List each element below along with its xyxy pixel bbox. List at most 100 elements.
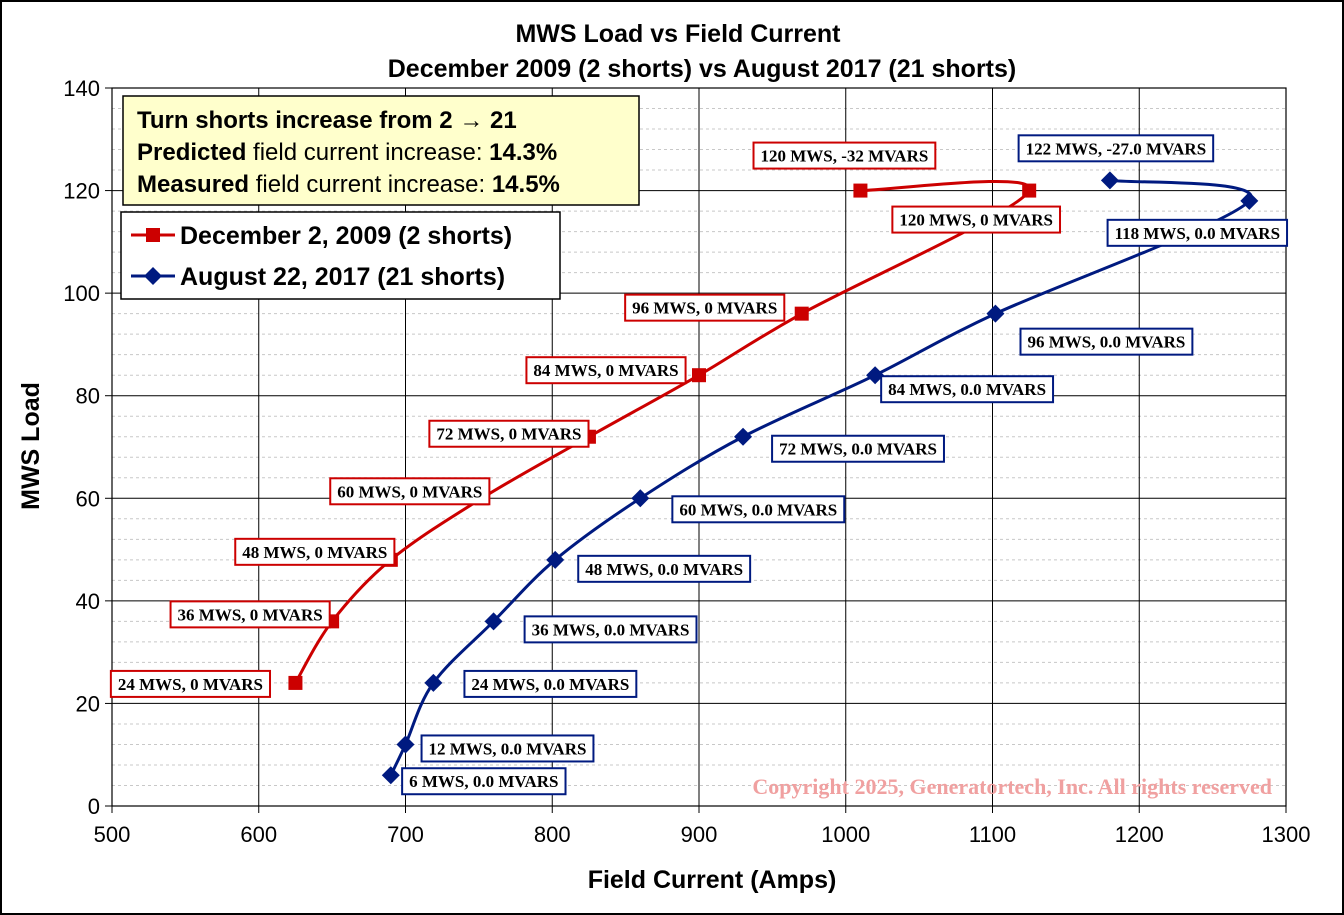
- annotation-predicted-text: field current increase:: [246, 139, 489, 166]
- annotation-measured-label: Measured: [137, 171, 249, 198]
- data-label-text: 12 MWS, 0.0 MVARS: [429, 739, 587, 758]
- x-tick-label: 900: [681, 822, 718, 847]
- annotation-line-1: Turn shorts increase from 2 → 21: [137, 107, 517, 134]
- data-label-text: 60 MWS, 0.0 MVARS: [679, 500, 837, 519]
- data-label-text: 120 MWS, 0 MVARS: [899, 211, 1053, 230]
- data-label: 24 MWS, 0.0 MVARS: [463, 669, 638, 698]
- x-tick-label: 800: [534, 822, 571, 847]
- legend-square-marker: [146, 228, 160, 242]
- x-tick-label: 600: [240, 822, 277, 847]
- data-label-box: [1019, 327, 1194, 356]
- data-label: 72 MWS, 0 MVARS: [428, 419, 590, 448]
- data-label-box: [525, 356, 687, 385]
- legend-diamond-marker: [144, 267, 162, 285]
- data-label: 84 MWS, 0 MVARS: [525, 356, 687, 385]
- y-tick-label: 60: [76, 486, 100, 511]
- data-label: 36 MWS, 0.0 MVARS: [523, 615, 698, 644]
- annotation-line-3: Measured field current increase: 14.5%: [137, 171, 560, 198]
- data-label-text: 84 MWS, 0 MVARS: [533, 361, 678, 380]
- data-point-square: [288, 675, 303, 690]
- copyright-watermark: Copyright 2025, Generatortech, Inc. All …: [752, 774, 1272, 799]
- data-label-box: [624, 293, 786, 322]
- data-label-box: [891, 205, 1062, 234]
- data-label-text: 96 MWS, 0.0 MVARS: [1027, 333, 1185, 352]
- data-label-box: [420, 734, 595, 763]
- data-point-diamond: [631, 489, 650, 508]
- annotation-measured-text: field current increase:: [249, 171, 492, 198]
- axis-ticks: 500 600 700 800 900 1000 1100 1200 1300 0 20 40 60 80…: [63, 76, 1310, 847]
- x-tick-label: 1100: [969, 822, 1016, 847]
- x-tick-label: 700: [387, 822, 424, 847]
- data-label-box: [880, 375, 1055, 404]
- data-label: 120 MWS, -32 MVARS: [752, 141, 937, 170]
- data-label-text: 24 MWS, 0.0 MVARS: [471, 675, 629, 694]
- data-label-box: [428, 419, 590, 448]
- x-tick-label: 1200: [1115, 822, 1164, 847]
- data-point-diamond: [986, 304, 1005, 323]
- y-tick-label: 100: [63, 281, 100, 306]
- annotation-box: Turn shorts increase from 2 → 21 Predict…: [122, 95, 640, 206]
- legend-box: [120, 211, 561, 300]
- data-point-diamond: [866, 366, 885, 385]
- data-label-text: 72 MWS, 0.0 MVARS: [779, 440, 937, 459]
- data-label: 84 MWS, 0.0 MVARS: [880, 375, 1055, 404]
- data-label-text: 36 MWS, 0 MVARS: [178, 605, 323, 624]
- y-tick-label: 40: [76, 589, 100, 614]
- data-label: 118 MWS, 0.0 MVARS: [1106, 218, 1289, 247]
- legend: December 2, 2009 (2 shorts) August 22, 2…: [120, 211, 561, 300]
- data-label: 120 MWS, 0 MVARS: [891, 205, 1062, 234]
- data-label-box: [577, 554, 752, 583]
- data-label: 60 MWS, 0 MVARS: [329, 477, 491, 506]
- data-point-square: [794, 306, 809, 321]
- y-tick-label: 120: [63, 179, 100, 204]
- x-tick-label: 1300: [1262, 822, 1311, 847]
- data-labels: 24 MWS, 0 MVARS 36 MWS, 0 MVARS 48 MWS, 0 …: [109, 134, 1289, 796]
- data-label: 96 MWS, 0 MVARS: [624, 293, 786, 322]
- data-label-box: [1106, 218, 1289, 247]
- annotation-predicted-value: 14.3%: [489, 139, 557, 166]
- data-label-text: 24 MWS, 0 MVARS: [118, 675, 263, 694]
- data-label: 72 MWS, 0.0 MVARS: [771, 434, 945, 463]
- data-label-box: [771, 434, 945, 463]
- data-label: 48 MWS, 0.0 MVARS: [577, 554, 752, 583]
- y-tick-label: 140: [63, 76, 100, 101]
- chart-subtitle: December 2009 (2 shorts) vs August 2017 …: [388, 55, 1017, 83]
- data-label-text: 120 MWS, -32 MVARS: [761, 147, 929, 166]
- annotation-measured-value: 14.5%: [492, 171, 560, 198]
- data-label-box: [329, 477, 491, 506]
- legend-label-dec2009: December 2, 2009 (2 shorts): [180, 222, 512, 250]
- data-label-text: 48 MWS, 0 MVARS: [242, 543, 387, 562]
- data-point-diamond: [734, 427, 753, 446]
- data-point-diamond: [1100, 171, 1119, 190]
- data-label-box: [1017, 134, 1215, 163]
- x-tick-label: 1000: [821, 822, 870, 847]
- data-label: 96 MWS, 0.0 MVARS: [1019, 327, 1194, 356]
- data-label-box: [671, 495, 846, 524]
- data-point-square: [853, 183, 868, 198]
- data-label-box: [523, 615, 698, 644]
- data-label: 48 MWS, 0 MVARS: [234, 537, 396, 566]
- data-point-diamond: [424, 673, 443, 692]
- data-label-text: 6 MWS, 0.0 MVARS: [409, 772, 558, 791]
- data-label: 12 MWS, 0.0 MVARS: [420, 734, 595, 763]
- data-point-square: [1022, 183, 1037, 198]
- data-label: 60 MWS, 0.0 MVARS: [671, 495, 846, 524]
- data-label-box: [169, 600, 331, 629]
- y-tick-label: 20: [76, 691, 100, 716]
- data-label-text: 122 MWS, -27.0 MVARS: [1026, 139, 1207, 158]
- y-tick-label: 0: [88, 794, 100, 819]
- data-label-text: 36 MWS, 0.0 MVARS: [532, 620, 690, 639]
- x-tick-label: 500: [94, 822, 131, 847]
- y-axis-title: MWS Load: [17, 382, 45, 510]
- annotation-line-2: Predicted field current increase: 14.3%: [137, 139, 557, 166]
- data-label-box: [109, 669, 272, 698]
- data-point-diamond: [1240, 191, 1259, 210]
- data-label-text: 48 MWS, 0.0 MVARS: [585, 560, 743, 579]
- data-point-diamond: [396, 735, 415, 754]
- data-label-text: 118 MWS, 0.0 MVARS: [1115, 224, 1280, 243]
- data-label: 36 MWS, 0 MVARS: [169, 600, 331, 629]
- annotation-predicted-label: Predicted: [137, 139, 246, 166]
- data-label: 24 MWS, 0 MVARS: [109, 669, 272, 698]
- data-label-text: 60 MWS, 0 MVARS: [337, 482, 482, 501]
